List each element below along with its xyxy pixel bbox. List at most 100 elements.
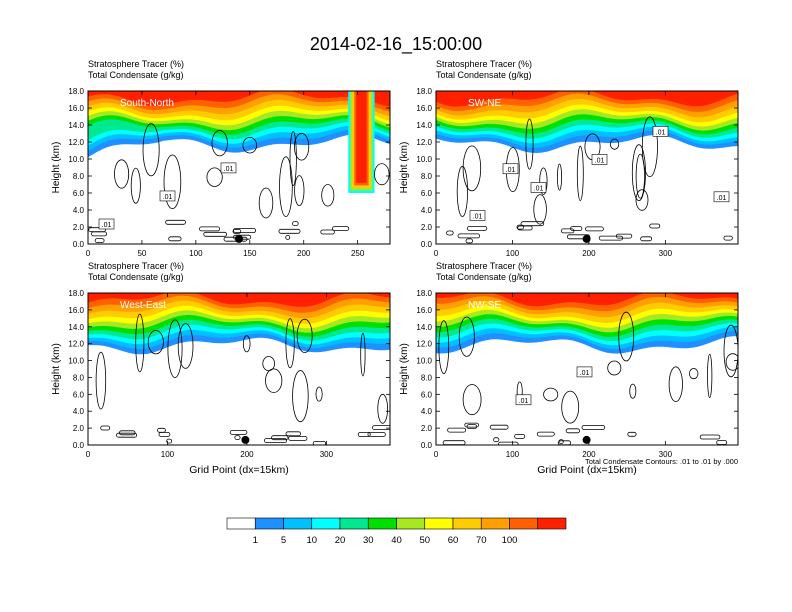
y-axis-label: Height (km) [51, 142, 62, 194]
contour-label-box [713, 191, 730, 203]
x-tick-label: 0 [86, 450, 91, 459]
column-band-5 [356, 91, 367, 183]
colorbar-label: 10 [307, 535, 318, 546]
contour-low-cloud [285, 431, 302, 437]
contour-low-cloud [119, 430, 136, 436]
contour-label: .01 [163, 194, 173, 201]
contour-cell [177, 323, 194, 369]
contour-low-cloud [292, 221, 299, 227]
contour-low-cloud [615, 233, 633, 239]
contour-cell [285, 318, 295, 369]
contour-label: .01 [224, 166, 234, 173]
contour-cell [135, 313, 145, 373]
colorbar-label: 40 [391, 535, 402, 546]
x-tick-label: 100 [189, 249, 203, 258]
contour-low-cloud [264, 438, 288, 443]
contour-low-cloud [446, 230, 454, 236]
contour-label-box [502, 163, 519, 175]
location-marker [582, 435, 591, 444]
colorbar-label: 5 [281, 535, 286, 546]
y-tick-label: 12.0 [68, 138, 84, 147]
y-tick-label: 2.0 [73, 424, 85, 433]
contour-low-cloud [168, 236, 182, 242]
contour-cell [631, 144, 646, 202]
panel-2: Stratosphere Tracer (%)Total Condensate … [399, 59, 739, 258]
contour-cell [258, 187, 274, 219]
panel-name: SW-NE [468, 98, 501, 109]
colorbar-swatch [283, 517, 313, 530]
panels: Stratosphere Tracer (%)Total Condensate … [51, 59, 739, 476]
panel-name: NW-SE [468, 300, 501, 311]
contour-cell [206, 167, 223, 187]
y-tick-label: 10.0 [68, 155, 84, 164]
contour-label: .01 [102, 222, 112, 229]
contour-cell [147, 330, 164, 355]
contour-low-cloud [285, 234, 291, 240]
contour-label: .01 [595, 157, 605, 164]
x-tick-label: 0 [434, 249, 439, 258]
contour-cell [725, 353, 738, 371]
colorbar-swatch [311, 517, 341, 530]
contour-cell [707, 353, 713, 399]
y-tick-label: 14.0 [68, 323, 84, 332]
colorbar-swatch [396, 517, 426, 530]
x-axis-label: Grid Point (dx=15km) [537, 464, 637, 476]
contour-low-cloud [457, 233, 481, 239]
condensate-contours [446, 116, 733, 244]
panel-tracer-label: Stratosphere Tracer (%) [436, 261, 532, 271]
contour-cell [315, 386, 323, 402]
contour-label-box [652, 126, 669, 137]
y-tick-label: 0.0 [73, 240, 85, 249]
panel-1: Stratosphere Tracer (%)Total Condensate … [51, 59, 391, 258]
contour-low-cloud [165, 219, 186, 225]
y-tick-label: 16.0 [68, 104, 84, 113]
colorbar-swatch [254, 517, 284, 530]
colorbar-swatch [537, 517, 567, 530]
y-tick-label: 14.0 [68, 121, 84, 130]
panel-condensate-label: Total Condensate (g/kg) [436, 272, 532, 282]
contour-cell [635, 189, 649, 211]
contour-low-cloud [536, 431, 555, 437]
contour-cell [456, 165, 468, 217]
contour-low-cloud [560, 228, 575, 234]
panel-frame [87, 90, 391, 245]
colorbar-swatch [480, 517, 510, 530]
contour-cell [438, 320, 450, 375]
contour-label-box [515, 394, 532, 406]
x-axis-label: Grid Point (dx=15km) [189, 464, 289, 476]
y-tick-label: 0.0 [421, 441, 433, 450]
contour-low-cloud [466, 424, 478, 430]
contour-cell [629, 383, 637, 399]
condensate-contours [88, 123, 390, 244]
colorbar-label: 70 [476, 535, 487, 546]
contour-cell [292, 370, 309, 423]
contour-low-cloud [320, 229, 335, 235]
contour-cell [377, 393, 389, 424]
colorbar: 1 5 10 20 30 40 50 60 70 100 [226, 517, 567, 546]
x-tick-label: 200 [582, 450, 596, 459]
contour-low-cloud [271, 435, 289, 441]
y-tick-label: 10.0 [416, 155, 432, 164]
panel-field [436, 91, 738, 244]
y-tick-label: 16.0 [416, 104, 432, 113]
y-tick-label: 14.0 [416, 121, 432, 130]
contour-cell [462, 384, 482, 416]
panel-name: South-North [120, 98, 174, 109]
contour-cell [539, 167, 548, 195]
colorbar-swatch [226, 517, 256, 530]
contour-low-cloud [723, 235, 733, 241]
contour-low-cloud [520, 221, 545, 227]
y-axis-label: Height (km) [51, 343, 62, 395]
contour-cell [576, 145, 584, 201]
contour-cell [265, 368, 283, 393]
contour-low-cloud [447, 427, 467, 433]
contour-low-cloud [157, 427, 166, 433]
contour-low-cloud [203, 231, 227, 237]
contour-cell [462, 145, 482, 192]
colorbar-label: 100 [502, 535, 518, 546]
y-tick-label: 4.0 [421, 407, 433, 416]
contour-low-cloud [88, 227, 106, 233]
contour-low-cloud [278, 228, 301, 234]
contour-cell [607, 360, 622, 376]
